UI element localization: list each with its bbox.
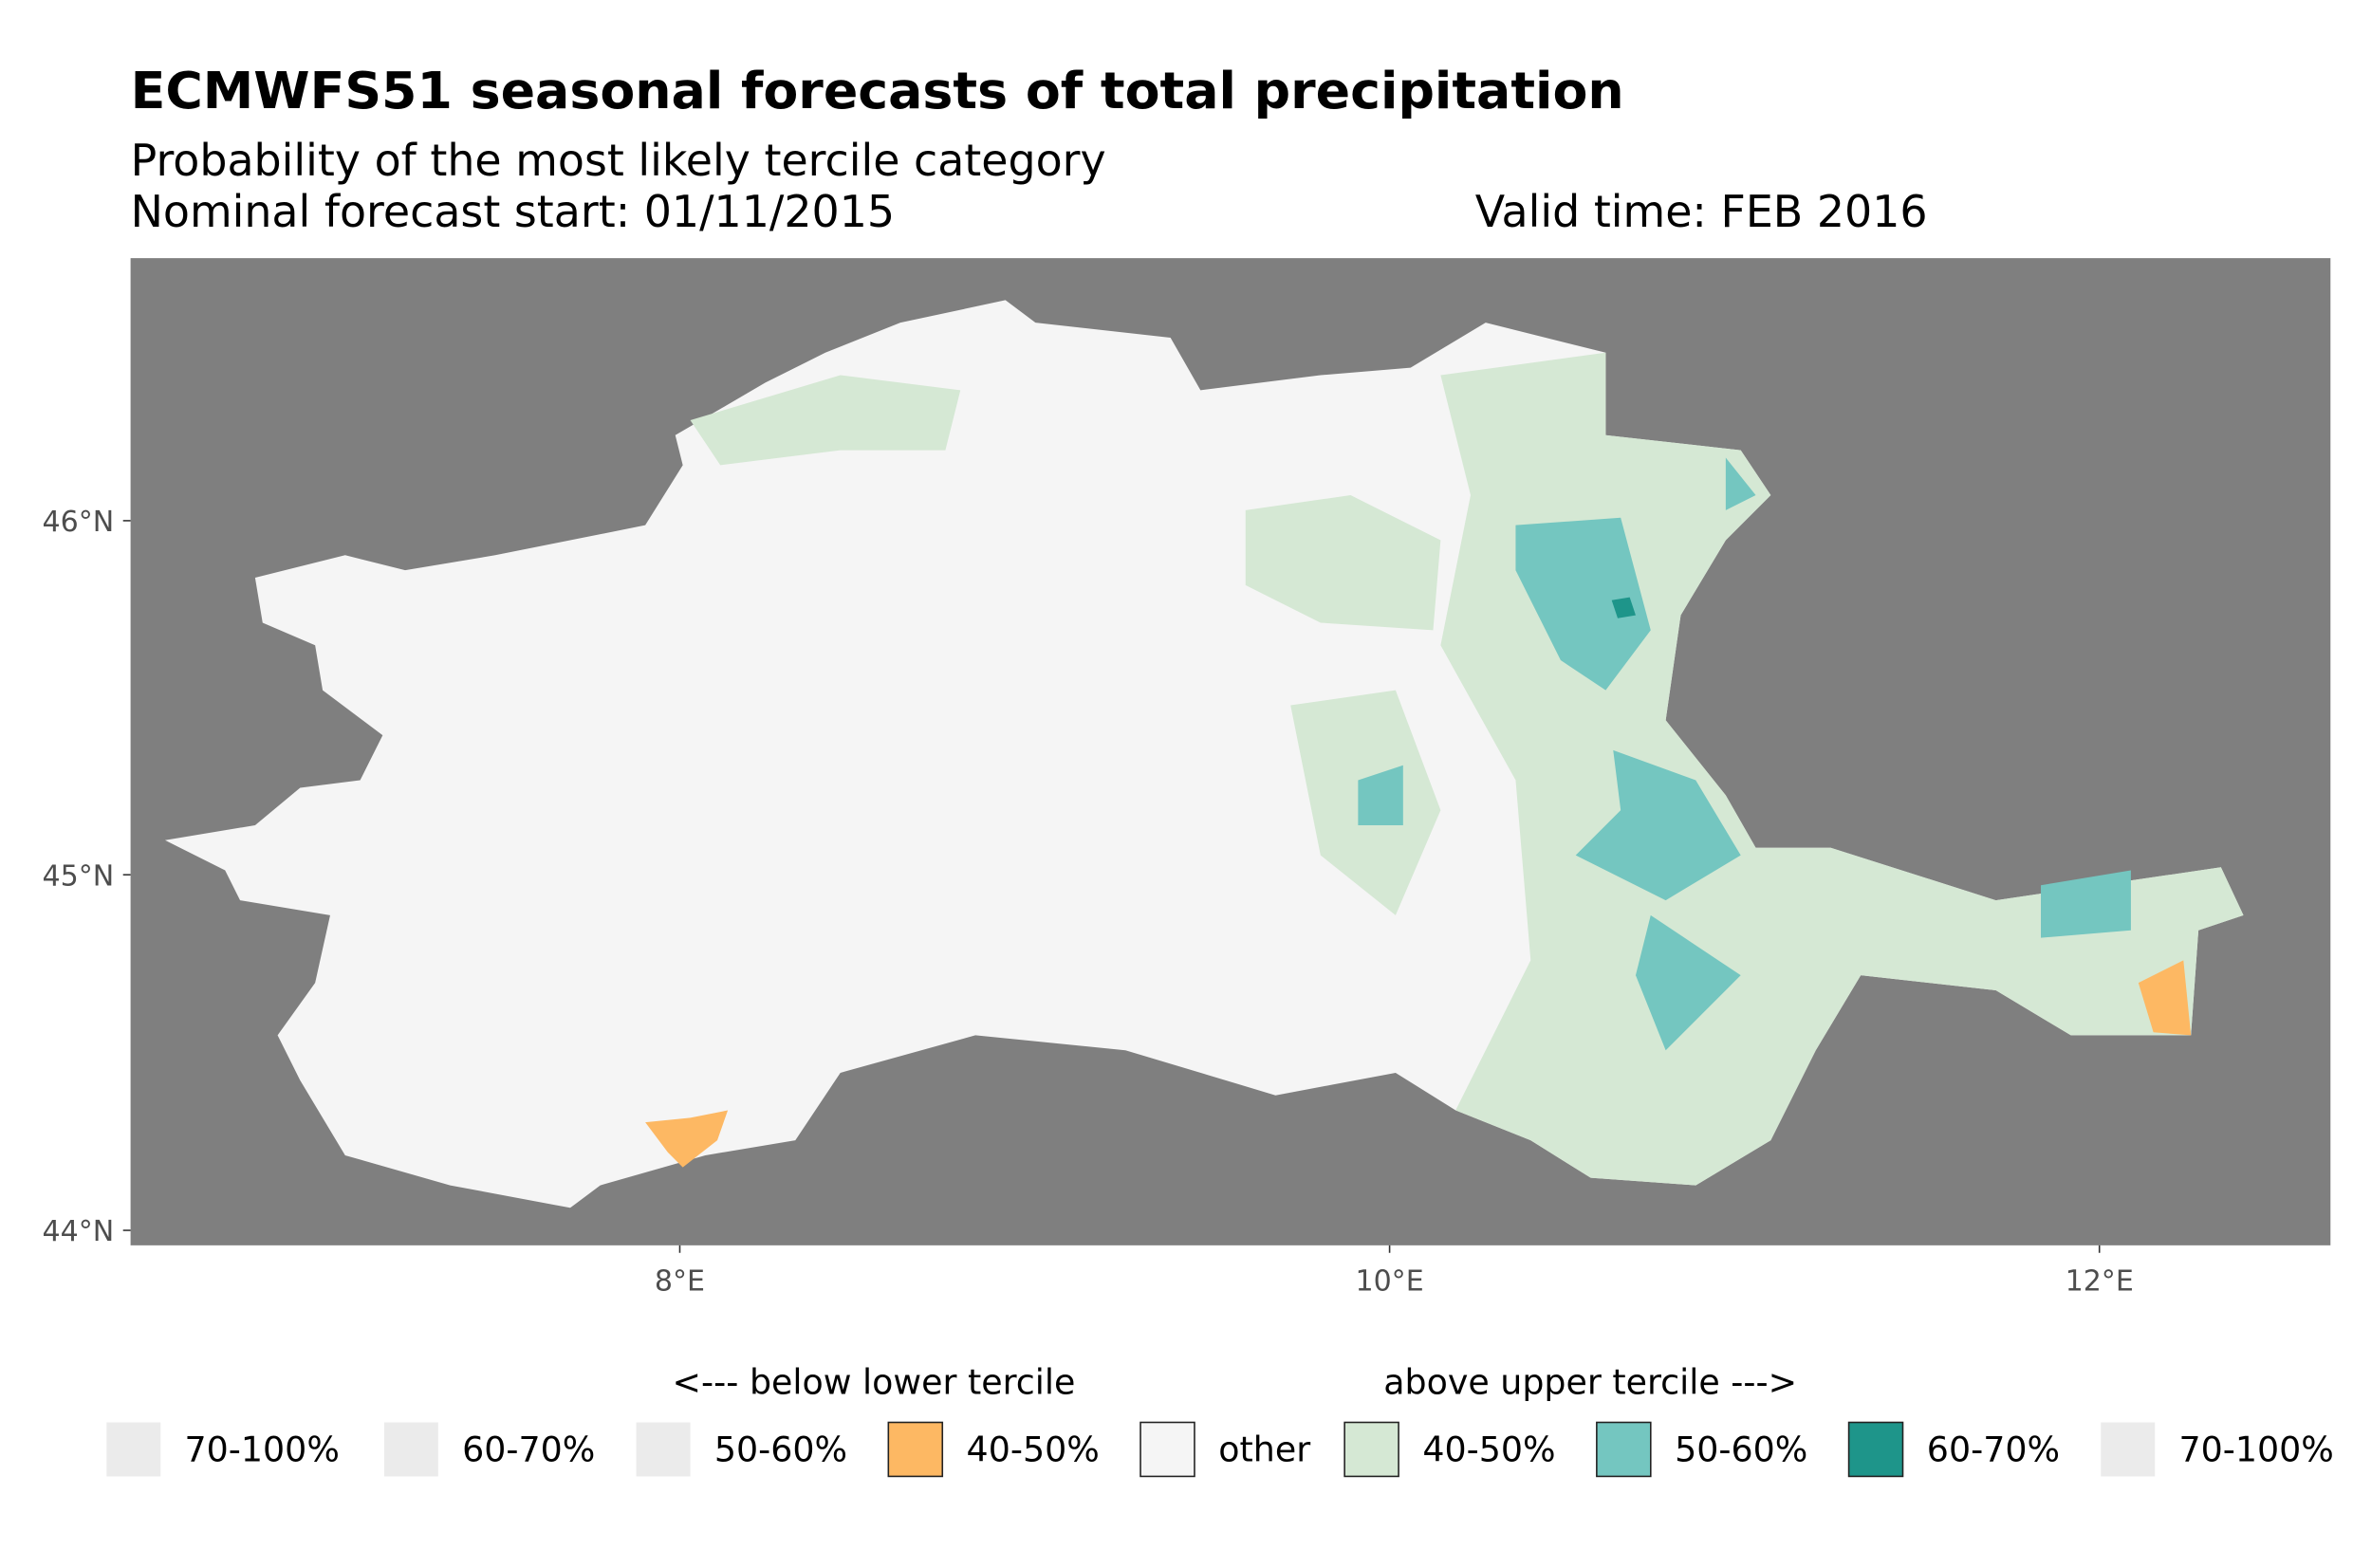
region-above-50-60 <box>1725 457 1756 510</box>
y-tick-label: 45°N <box>42 859 114 893</box>
legend-label: 50-60% <box>1675 1430 1807 1470</box>
x-tick-label: 12°E <box>2066 1264 2134 1298</box>
forecast-start: Nominal forecast start: 01/11/2015 <box>131 186 895 237</box>
chart-title: ECMWFS51 seasonal forecasts of total pre… <box>131 61 1624 120</box>
legend-above-label: above upper tercile ---> <box>1383 1361 1797 1402</box>
region-below-40-50 <box>2138 960 2192 1036</box>
legend-label: 70-100% <box>185 1430 340 1470</box>
legend-swatch <box>1596 1421 1652 1478</box>
chart-subtitle: Probability of the most likely tercile c… <box>131 135 1106 186</box>
region-above-40-50 <box>690 375 961 466</box>
x-tick-label: 8°E <box>655 1264 705 1298</box>
legend: <--- below lower tercile above upper ter… <box>106 1361 2334 1478</box>
legend-label: 60-70% <box>1927 1430 2060 1470</box>
legend-swatch <box>383 1422 438 1477</box>
legend-swatch <box>887 1421 944 1478</box>
legend-label: other <box>1218 1430 1310 1470</box>
region-above-60-70 <box>1611 597 1636 618</box>
region-above-50-60 <box>2041 870 2131 938</box>
legend-swatch <box>1343 1421 1399 1478</box>
legend-label: 50-60% <box>714 1430 847 1470</box>
legend-label: 70-100% <box>2179 1430 2334 1470</box>
region-above-50-60 <box>1635 914 1741 1051</box>
region-above-50-60 <box>1358 765 1403 825</box>
legend-label: 60-70% <box>462 1430 595 1470</box>
region-above-40-50 <box>1245 495 1441 631</box>
legend-swatch <box>1847 1421 1904 1478</box>
region-below-40-50 <box>645 1110 729 1168</box>
y-tick-label: 44°N <box>42 1215 114 1248</box>
legend-swatch <box>636 1422 691 1477</box>
valid-time: Valid time: FEB 2016 <box>1475 186 1928 237</box>
x-tick-label: 10°E <box>1355 1264 1423 1298</box>
y-axis: 46°N 45°N 44°N <box>42 506 131 1248</box>
y-tick-label: 46°N <box>42 506 114 539</box>
x-axis: 8°E 10°E 12°E <box>655 1245 2134 1298</box>
legend-swatch <box>106 1422 161 1477</box>
legend-swatch <box>1139 1421 1195 1478</box>
legend-label: 40-50% <box>967 1430 1100 1470</box>
map-regions <box>164 300 2244 1208</box>
legend-below-label: <--- below lower tercile <box>673 1361 1076 1402</box>
legend-label: 40-50% <box>1422 1430 1555 1470</box>
legend-swatch <box>2101 1422 2156 1477</box>
region-above-50-60 <box>1515 517 1651 691</box>
region-above-50-60 <box>1575 749 1741 901</box>
